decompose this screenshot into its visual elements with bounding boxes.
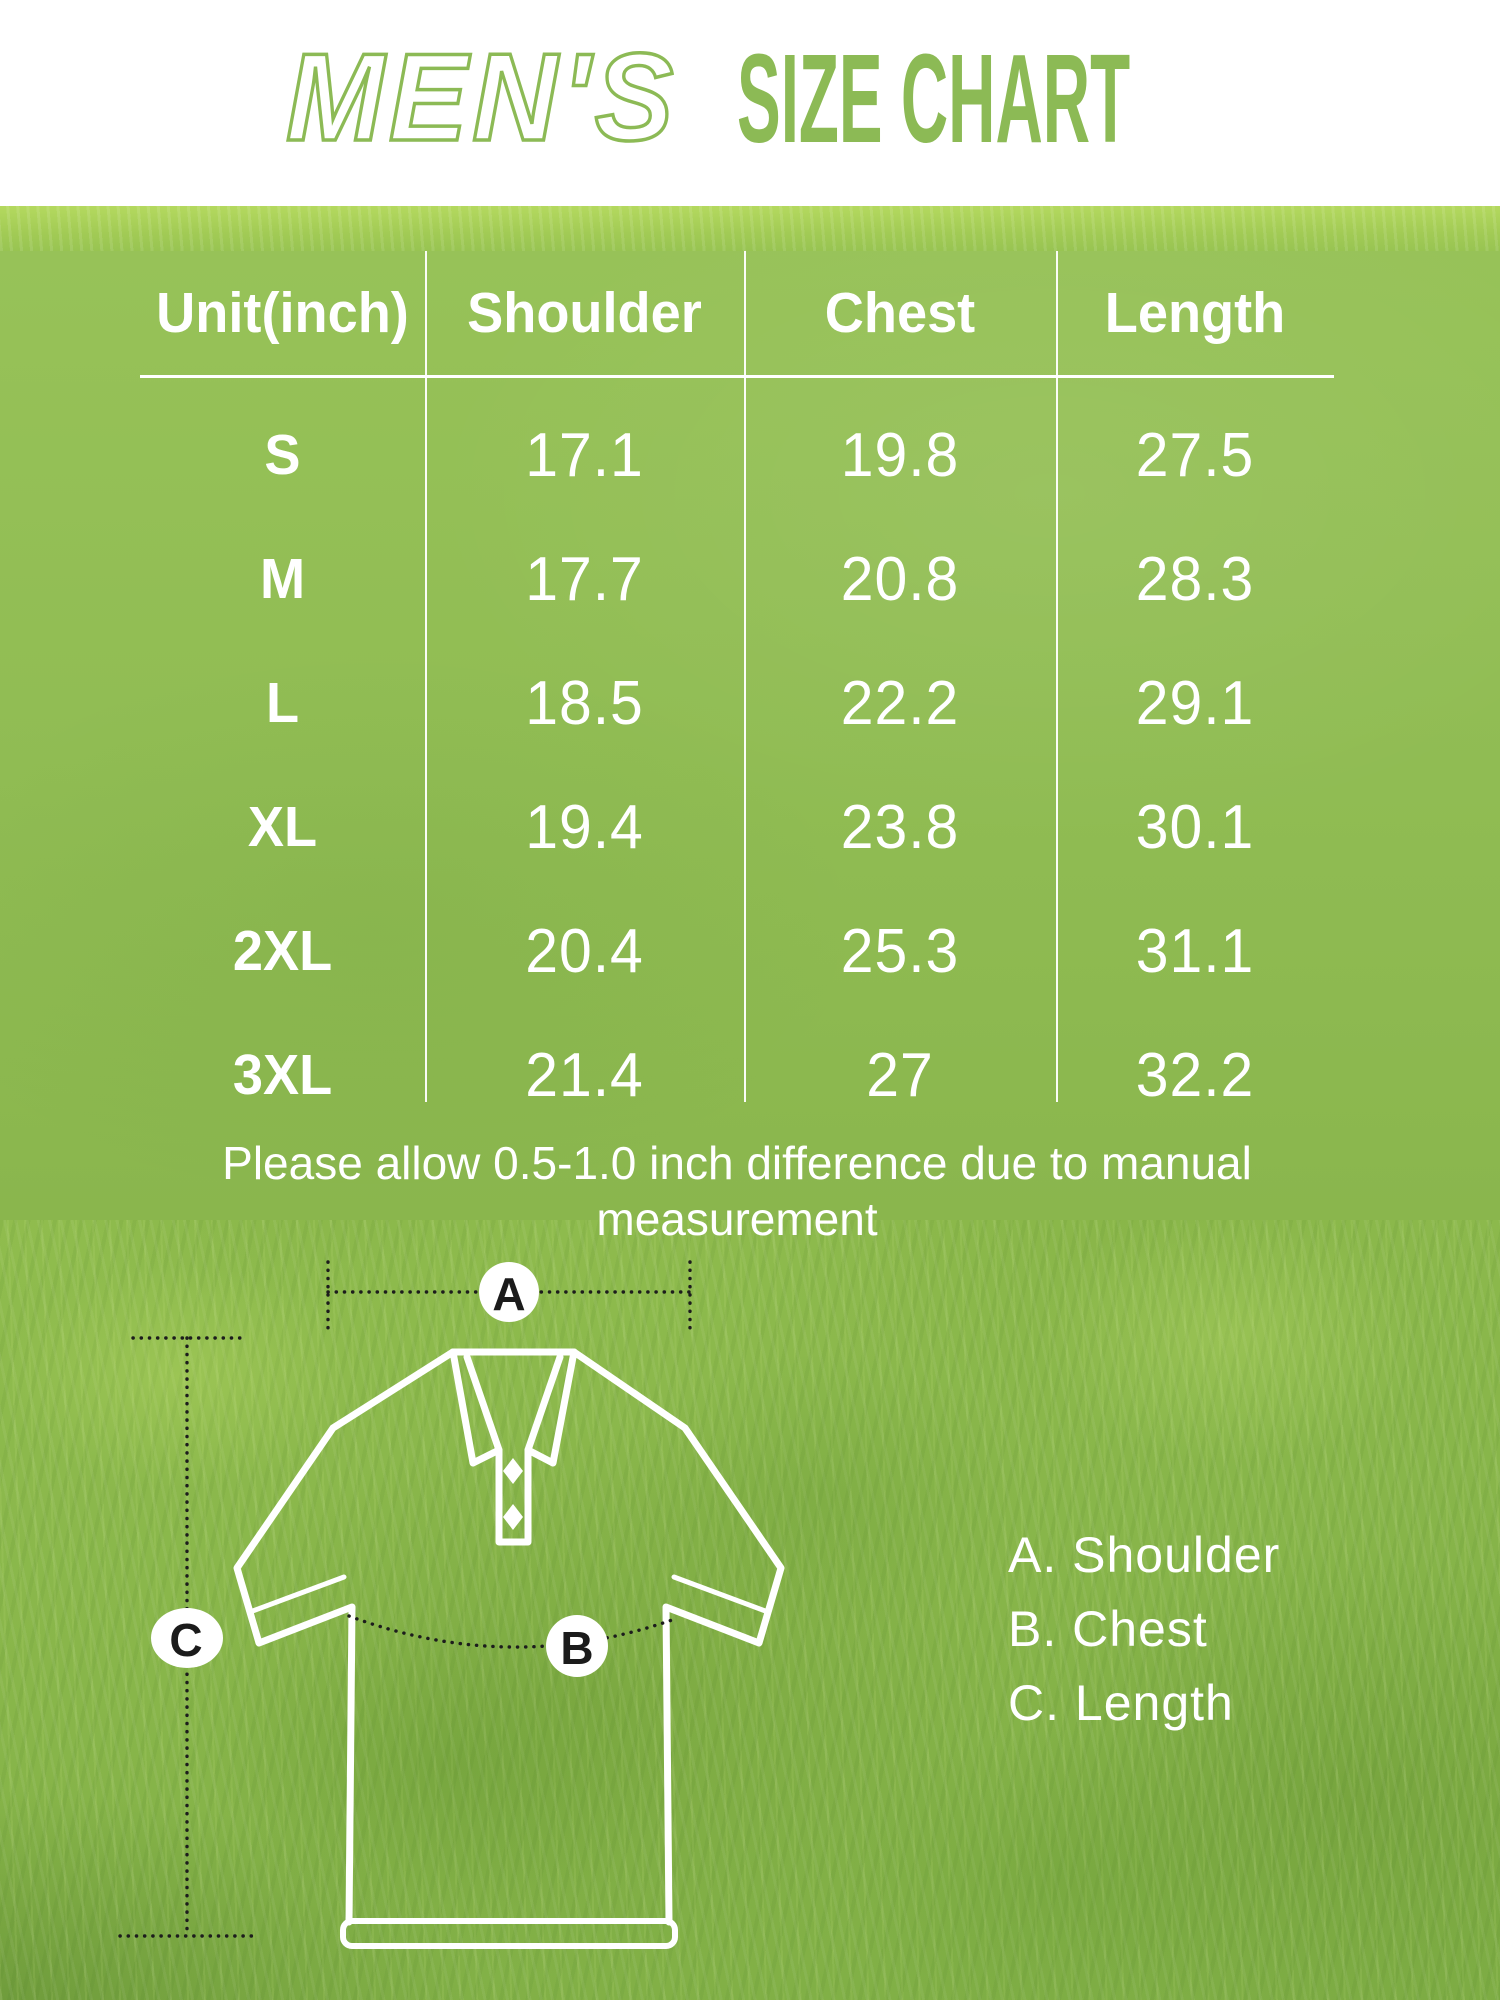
legend-shoulder: A. Shoulder [1008,1527,1281,1583]
table-background-band [0,251,1500,1220]
table-header-row: Unit(inch) Shoulder Chest Length [140,251,1334,375]
collar-right-wing [524,1348,578,1467]
size-label: XL [247,795,318,859]
table-row: L 18.5 22.2 29.1 [140,641,1334,765]
marker-a-circle [479,1262,539,1322]
collar-left-wing [449,1348,503,1467]
header-band: MEN'S SIZE CHART [0,0,1500,206]
size-label: 3XL [232,1043,333,1107]
chest-value: 27 [866,1040,934,1110]
shoulder-value: 18.5 [525,668,644,738]
table-row: 2XL 20.4 25.3 31.1 [140,889,1334,1013]
shirt-hem-band [340,1918,678,1949]
title-mens: MEN'S [284,29,679,167]
polo-shirt-diagram: A B C [118,1260,785,1949]
header-underline [140,375,1334,378]
shoulder-value: 21.4 [525,1040,644,1110]
size-label: L [265,671,300,735]
size-label: 2XL [232,919,333,983]
marker-b-circle [546,1615,608,1677]
col-header-shoulder: Shoulder [467,281,702,345]
title-size-chart: SIZE CHART [737,28,1131,169]
length-value: 29.1 [1135,668,1255,738]
measurement-lines [118,1260,692,1938]
column-divider [744,251,746,1102]
length-value: 32.2 [1135,1040,1255,1110]
col-header-unit: Unit(inch) [156,281,409,345]
shoulder-value: 19.4 [525,792,644,862]
diagram-legend: A. Shoulder B. Chest C. Length [1008,1518,1280,1740]
column-divider [425,251,427,1102]
chest-value: 22.2 [840,668,960,738]
legend-chest: B. Chest [1008,1601,1208,1657]
right-cuff-seam [671,1574,771,1615]
marker-c-circle [151,1608,223,1668]
shoulder-value: 20.4 [525,916,644,986]
chest-value: 20.8 [840,544,960,614]
table-row: S 17.1 19.8 27.5 [140,393,1334,517]
chest-measure-curve [347,1614,674,1649]
length-value: 28.3 [1135,544,1255,614]
size-label: M [259,547,306,611]
measurement-note: Please allow 0.5-1.0 inch difference due… [222,1137,1252,1245]
table-row: XL 19.4 23.8 30.1 [140,765,1334,889]
table-row: 3XL 21.4 27 32.2 [140,1013,1334,1137]
button-bottom [503,1504,523,1530]
chest-value: 23.8 [840,792,960,862]
size-table: Unit(inch) Shoulder Chest Length S 17.1 … [140,251,1334,1137]
marker-a-label: A [492,1268,525,1320]
column-divider [1056,251,1058,1102]
chest-value: 25.3 [840,916,960,986]
grass-strip [0,206,1500,251]
placket [495,1446,532,1546]
length-value: 30.1 [1135,792,1255,862]
col-header-length: Length [1104,281,1286,345]
shirt-right-side [570,1348,785,1926]
polo-shirt-outline [233,1348,785,1949]
chest-value: 19.8 [840,420,960,490]
marker-b-label: B [560,1622,593,1674]
size-label: S [264,423,301,487]
legend-length: C. Length [1008,1675,1234,1731]
shoulder-value: 17.1 [525,420,644,490]
table-row: M 17.7 20.8 28.3 [140,517,1334,641]
length-value: 27.5 [1135,420,1255,490]
col-header-chest: Chest [824,281,976,345]
marker-c-label: C [169,1614,202,1666]
shirt-left-side [233,1348,457,1926]
left-cuff-seam [247,1574,347,1615]
shoulder-value: 17.7 [525,544,644,614]
length-value: 31.1 [1135,916,1255,986]
button-top [503,1458,523,1484]
